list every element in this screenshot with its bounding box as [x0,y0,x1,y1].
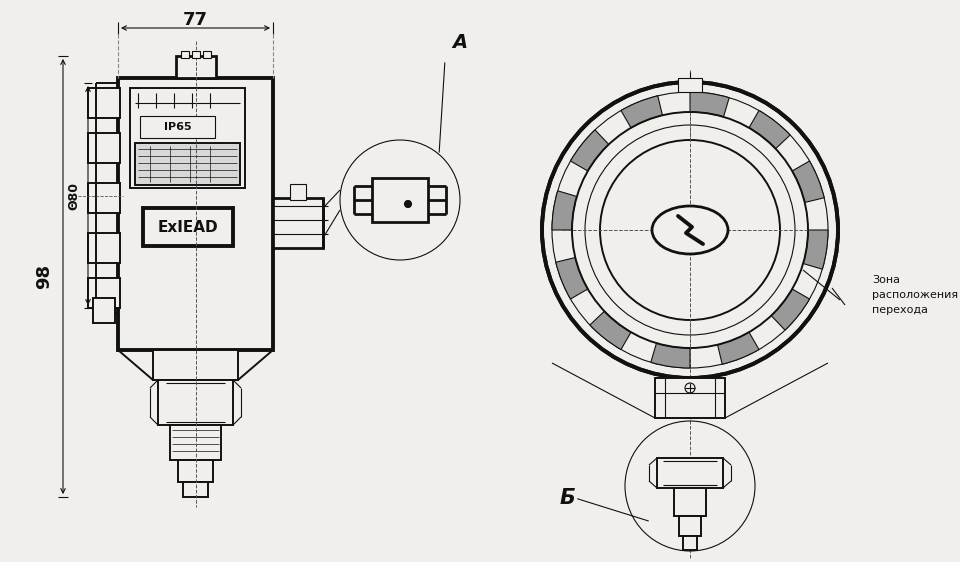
Wedge shape [621,96,662,128]
Text: Θ80: Θ80 [67,182,80,210]
Wedge shape [771,289,809,330]
Bar [135,143,240,185]
Text: 98: 98 [35,264,53,289]
Text: A: A [452,33,468,52]
Circle shape [600,140,780,320]
Bar [290,184,306,200]
Bar [140,116,215,138]
Text: Б: Б [560,488,576,508]
Wedge shape [749,111,790,149]
Bar [88,233,120,263]
Wedge shape [589,311,631,350]
Bar [88,278,120,308]
Wedge shape [570,130,609,171]
Bar [158,380,233,425]
Bar [118,78,273,350]
Bar [203,51,210,58]
Wedge shape [552,191,577,230]
Bar [180,51,188,58]
Circle shape [404,201,412,207]
Bar [170,425,221,460]
Bar [176,56,215,78]
Bar [191,51,200,58]
Bar [657,458,723,488]
Bar [674,488,706,516]
Bar [679,516,701,536]
Bar [683,536,697,550]
Bar [655,378,725,418]
Circle shape [542,82,838,378]
Ellipse shape [652,206,728,254]
Bar [88,133,120,163]
Bar [130,88,245,188]
Bar [183,482,208,497]
Bar [93,298,115,323]
Bar [88,88,120,118]
Wedge shape [556,257,588,299]
Bar [153,350,238,380]
Bar [178,460,213,482]
Text: 77: 77 [183,11,208,29]
Wedge shape [804,230,828,269]
Bar [143,208,233,246]
Wedge shape [792,161,825,202]
Wedge shape [690,92,730,117]
Bar [88,183,120,213]
Text: Зона
расположения
перехода: Зона расположения перехода [872,275,958,315]
Bar [678,78,702,92]
Bar [273,198,323,248]
Wedge shape [717,332,759,364]
Text: ExIEAD: ExIEAD [157,220,218,234]
Bar [372,178,428,222]
Text: IP65: IP65 [164,122,191,132]
Wedge shape [651,343,690,368]
